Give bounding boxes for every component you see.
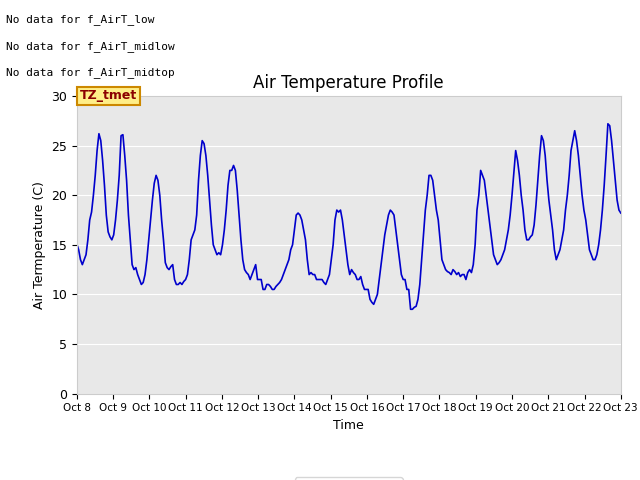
Y-axis label: Air Termperature (C): Air Termperature (C) xyxy=(33,181,45,309)
Title: Air Temperature Profile: Air Temperature Profile xyxy=(253,73,444,92)
X-axis label: Time: Time xyxy=(333,419,364,432)
Text: No data for f_AirT_midlow: No data for f_AirT_midlow xyxy=(6,41,175,52)
Text: TZ_tmet: TZ_tmet xyxy=(79,89,137,103)
Legend: AirT 22m: AirT 22m xyxy=(295,478,403,480)
Text: No data for f_AirT_midtop: No data for f_AirT_midtop xyxy=(6,67,175,78)
Text: No data for f_AirT_low: No data for f_AirT_low xyxy=(6,14,155,25)
